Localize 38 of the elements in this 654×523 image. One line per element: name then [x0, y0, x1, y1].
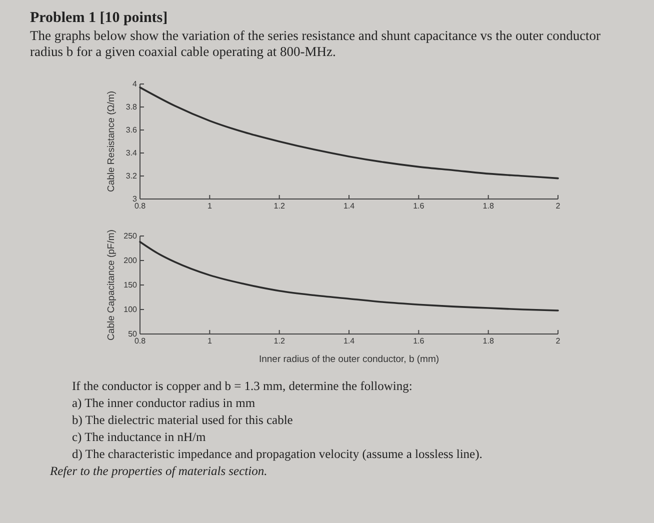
line-series: [139, 86, 559, 180]
chart-subtitle: The graphs below show the variation of the series resistance and shunt capacitance vs the outer conductor radius b for a given coaxial cable operating at 800-MHz.: [30, 28, 602, 59]
x-tick-label: 1.6: [413, 336, 425, 346]
x-tick-label: 2: [556, 336, 561, 346]
y-axis-title: Cable Capacitance (pF/m): [106, 230, 117, 340]
text: c) The inductance in nH/m: [72, 430, 206, 444]
x-tick-label: 1.8: [482, 336, 494, 346]
x-tick-label: 1.4: [343, 336, 356, 346]
y-tick-label: 250: [124, 232, 138, 241]
y-tick-label: 100: [124, 305, 138, 314]
text: a) The inner conductor radius in mm: [72, 396, 256, 410]
y-tick-label: 3.8: [126, 102, 138, 112]
y-tick-label: 4: [132, 80, 138, 89]
x-tick-label: 1: [207, 336, 212, 346]
x-tick-label: 2: [556, 202, 561, 211]
y-tick-label: 200: [124, 256, 138, 266]
text: d) The characteristic impedance and propagation velocity (assume a lossless line).: [72, 447, 482, 461]
y-tick-label: 150: [124, 280, 138, 290]
text: If the conductor is copper and b = 1.3 mm, determine the following:: [72, 379, 412, 393]
y-axis-title: Cable Resistance (Ω/m): [106, 90, 117, 192]
x-tick-label: 1.2: [274, 336, 286, 346]
x-tick-label: 0.8: [134, 202, 146, 211]
y-tick-label: 3.6: [126, 126, 138, 135]
text: Refer to the properties of materials section.: [49, 464, 268, 478]
x-tick-label: 1.2: [274, 202, 286, 211]
x-tick-label: 0.8: [134, 336, 146, 346]
y-tick-label: 3: [132, 194, 138, 204]
chart-title: Problem 1 [10 points]: [30, 10, 168, 26]
x-tick-label: 1.8: [482, 202, 494, 211]
x-tick-label: 1.6: [413, 202, 425, 211]
x-tick-label: 1: [207, 202, 212, 211]
line-series: [139, 240, 559, 312]
text: b) The dielectric material used for this cable: [72, 413, 294, 427]
y-tick-label: 50: [128, 330, 138, 339]
x-tick-label: 1.4: [343, 202, 356, 211]
x-axis-title: Inner radius of the outer conductor, b (mm): [258, 354, 440, 365]
y-tick-label: 3.4: [126, 148, 138, 158]
y-tick-label: 3.2: [126, 172, 138, 181]
